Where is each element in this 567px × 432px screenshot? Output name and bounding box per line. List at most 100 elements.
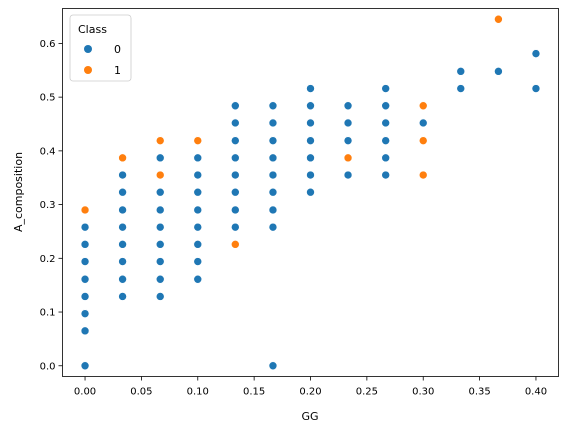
point-class-0 — [268, 222, 278, 232]
point-class-0 — [118, 274, 127, 284]
point-class-0 — [306, 170, 315, 180]
point-class-0 — [306, 118, 315, 128]
point-class-0 — [306, 84, 315, 93]
point-class-0 — [381, 153, 390, 163]
x-tick-label: 0.25 — [356, 387, 378, 398]
point-class-0 — [531, 49, 541, 58]
point-class-0 — [155, 222, 165, 232]
point-class-0 — [231, 170, 240, 180]
point-class-0 — [155, 274, 165, 284]
point-class-0 — [231, 101, 240, 111]
legend: Class 0 1 — [69, 14, 132, 82]
y-tick-label: 0.4 — [40, 146, 56, 157]
point-class-0 — [531, 84, 541, 93]
point-class-0 — [80, 222, 90, 232]
point-class-0 — [193, 257, 203, 266]
point-class-0 — [118, 170, 127, 180]
point-class-0 — [231, 205, 240, 215]
point-class-0 — [456, 67, 466, 76]
point-class-0 — [193, 274, 203, 284]
point-class-1 — [343, 153, 353, 163]
point-class-0 — [268, 205, 278, 215]
point-class-0 — [381, 118, 390, 128]
point-class-0 — [343, 101, 353, 111]
legend-marker-1 — [84, 66, 92, 74]
point-class-0 — [381, 84, 390, 93]
point-class-0 — [381, 136, 390, 145]
point-class-0 — [193, 170, 203, 180]
point-class-0 — [80, 257, 90, 266]
legend-label-1: 1 — [114, 64, 121, 77]
point-class-0 — [268, 136, 278, 145]
point-class-0 — [343, 170, 353, 180]
point-class-0 — [193, 240, 203, 249]
point-class-0 — [343, 118, 353, 128]
point-class-0 — [343, 136, 353, 145]
x-axis-ticks: 0.00 0.05 0.10 0.15 0.20 0.25 0.30 0.35 0.40 — [74, 376, 547, 398]
point-class-0 — [306, 187, 315, 197]
x-tick-label: 0.00 — [74, 387, 96, 398]
point-class-0 — [193, 205, 203, 215]
point-class-0 — [381, 170, 390, 180]
point-class-0 — [268, 101, 278, 111]
point-class-0 — [118, 205, 127, 215]
point-class-0 — [381, 101, 390, 111]
point-class-0 — [155, 292, 165, 301]
point-class-1 — [494, 14, 503, 24]
point-class-0 — [118, 222, 127, 232]
point-class-0 — [231, 187, 240, 197]
point-class-0 — [306, 101, 315, 111]
point-class-0 — [80, 292, 90, 301]
x-tick-label: 0.40 — [525, 387, 547, 398]
y-axis-label: A_composition — [12, 152, 25, 232]
legend-title: Class — [78, 23, 107, 36]
x-tick-label: 0.15 — [243, 387, 265, 398]
point-class-0 — [80, 240, 90, 249]
point-class-0 — [118, 240, 127, 249]
point-class-1 — [418, 170, 428, 180]
point-class-1 — [193, 136, 203, 145]
point-class-0 — [306, 136, 315, 145]
point-class-0 — [80, 274, 90, 284]
point-class-0 — [80, 361, 90, 371]
point-class-0 — [193, 153, 203, 163]
point-class-0 — [494, 67, 503, 76]
point-class-0 — [456, 84, 466, 93]
point-class-1 — [80, 205, 90, 215]
point-class-0 — [231, 153, 240, 163]
points-layer — [80, 14, 541, 371]
point-class-0 — [231, 136, 240, 145]
point-class-0 — [418, 118, 428, 128]
point-class-0 — [118, 257, 127, 266]
point-class-0 — [193, 222, 203, 232]
legend-box — [69, 14, 132, 82]
x-tick-label: 0.30 — [412, 387, 434, 398]
y-tick-label: 0.1 — [40, 308, 56, 319]
point-class-0 — [306, 153, 315, 163]
y-axis-ticks: 0.0 0.1 0.2 0.3 0.4 0.5 0.6 — [40, 39, 63, 372]
point-class-0 — [155, 153, 165, 163]
x-tick-label: 0.35 — [468, 387, 490, 398]
point-class-1 — [418, 101, 428, 111]
point-class-1 — [418, 136, 428, 145]
point-class-0 — [155, 205, 165, 215]
x-tick-label: 0.05 — [130, 387, 152, 398]
point-class-0 — [268, 170, 278, 180]
y-tick-label: 0.5 — [40, 93, 56, 104]
legend-label-0: 0 — [114, 43, 121, 56]
y-tick-label: 0.0 — [40, 361, 56, 372]
point-class-0 — [231, 222, 240, 232]
x-axis-label: GG — [301, 410, 318, 423]
point-class-0 — [155, 187, 165, 197]
point-class-0 — [268, 153, 278, 163]
point-class-0 — [268, 118, 278, 128]
point-class-0 — [118, 292, 127, 301]
y-tick-label: 0.3 — [40, 200, 56, 211]
y-tick-label: 0.6 — [40, 39, 56, 50]
x-tick-label: 0.10 — [187, 387, 209, 398]
point-class-0 — [80, 326, 90, 336]
point-class-1 — [118, 153, 127, 163]
point-class-1 — [231, 240, 240, 249]
point-class-1 — [155, 170, 165, 180]
